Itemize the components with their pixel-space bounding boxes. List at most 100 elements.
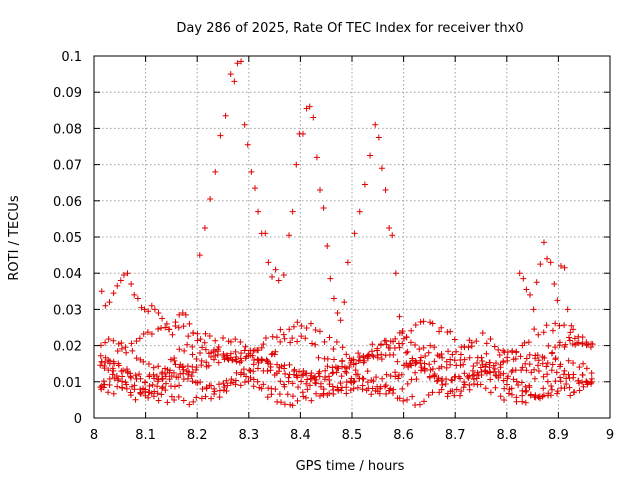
background-point <box>482 385 489 392</box>
background-point <box>289 335 296 342</box>
roti-point <box>310 114 317 121</box>
background-point <box>316 328 323 335</box>
x-tick-label: 8.8 <box>496 428 517 443</box>
y-tick-label: 0.1 <box>61 50 82 65</box>
background-point <box>326 376 333 383</box>
plot-frame <box>93 55 611 419</box>
background-point <box>527 391 534 398</box>
background-point <box>298 323 305 330</box>
background-point <box>146 389 153 396</box>
roti-point <box>231 78 238 85</box>
background-point <box>487 376 494 383</box>
background-point <box>409 357 416 364</box>
background-point <box>254 378 261 385</box>
roti-point <box>375 134 382 141</box>
background-point <box>162 387 169 394</box>
background-point <box>194 330 201 337</box>
background-point <box>566 337 573 344</box>
background-point <box>403 334 410 341</box>
background-point <box>315 370 322 377</box>
background-point <box>237 371 244 378</box>
background-point <box>250 368 257 375</box>
background-point <box>409 393 416 400</box>
background-point <box>420 398 427 405</box>
background-point <box>302 335 309 342</box>
roti-point <box>207 195 214 202</box>
roti-point <box>151 306 158 313</box>
background-point <box>431 358 438 365</box>
background-point <box>339 344 346 351</box>
background-point <box>210 356 217 363</box>
background-point <box>171 383 178 390</box>
background-point <box>347 387 354 394</box>
roti-point <box>547 259 554 266</box>
background-point <box>346 355 353 362</box>
background-point <box>106 381 113 388</box>
background-point <box>470 362 477 369</box>
background-point <box>220 387 227 394</box>
data-points <box>97 58 596 409</box>
background-point <box>394 358 401 365</box>
background-point <box>164 399 171 406</box>
roti-point <box>554 297 561 304</box>
background-point <box>212 352 219 359</box>
background-point <box>438 350 445 357</box>
background-point <box>285 378 292 385</box>
background-point <box>128 340 135 347</box>
background-point <box>449 377 456 384</box>
background-point <box>438 324 445 331</box>
background-point <box>497 393 504 400</box>
background-point <box>447 361 454 368</box>
background-point <box>412 321 419 328</box>
background-point <box>102 359 109 366</box>
background-point <box>500 377 507 384</box>
background-point <box>274 361 281 368</box>
background-point <box>206 382 213 389</box>
background-point <box>183 368 190 375</box>
background-point <box>329 364 336 371</box>
background-point <box>421 365 428 372</box>
background-point <box>273 334 280 341</box>
background-point <box>199 385 206 392</box>
roti-point <box>540 239 547 246</box>
background-point <box>390 386 397 393</box>
background-point <box>189 351 196 358</box>
background-point <box>374 347 381 354</box>
y-axis-label: ROTI / TECUs <box>7 195 22 280</box>
background-point <box>583 365 590 372</box>
background-point <box>455 373 462 380</box>
background-point <box>298 372 305 379</box>
roti-point <box>186 320 193 327</box>
background-point <box>556 322 563 329</box>
background-point <box>420 318 427 325</box>
background-point <box>501 396 508 403</box>
background-point <box>557 378 564 385</box>
background-point <box>458 388 465 395</box>
background-point <box>241 379 248 386</box>
background-point <box>250 383 257 390</box>
background-point <box>258 356 265 363</box>
background-point <box>357 357 364 364</box>
background-point <box>197 349 204 356</box>
background-point <box>113 372 120 379</box>
background-point <box>512 367 519 374</box>
background-point <box>509 347 516 354</box>
background-point <box>250 376 257 383</box>
roti-point <box>406 360 413 367</box>
roti-point <box>162 324 169 331</box>
background-point <box>295 384 302 391</box>
background-point <box>316 392 323 399</box>
background-point <box>281 365 288 372</box>
background-point <box>272 348 279 355</box>
background-point <box>549 327 556 334</box>
background-point <box>461 370 468 377</box>
background-point <box>291 366 298 373</box>
background-point <box>307 372 314 379</box>
background-point <box>277 378 284 385</box>
background-point <box>312 373 319 380</box>
roti-point <box>141 306 148 313</box>
background-point <box>483 370 490 377</box>
background-point <box>587 344 594 351</box>
background-point <box>284 391 291 398</box>
roti-point <box>551 281 558 288</box>
